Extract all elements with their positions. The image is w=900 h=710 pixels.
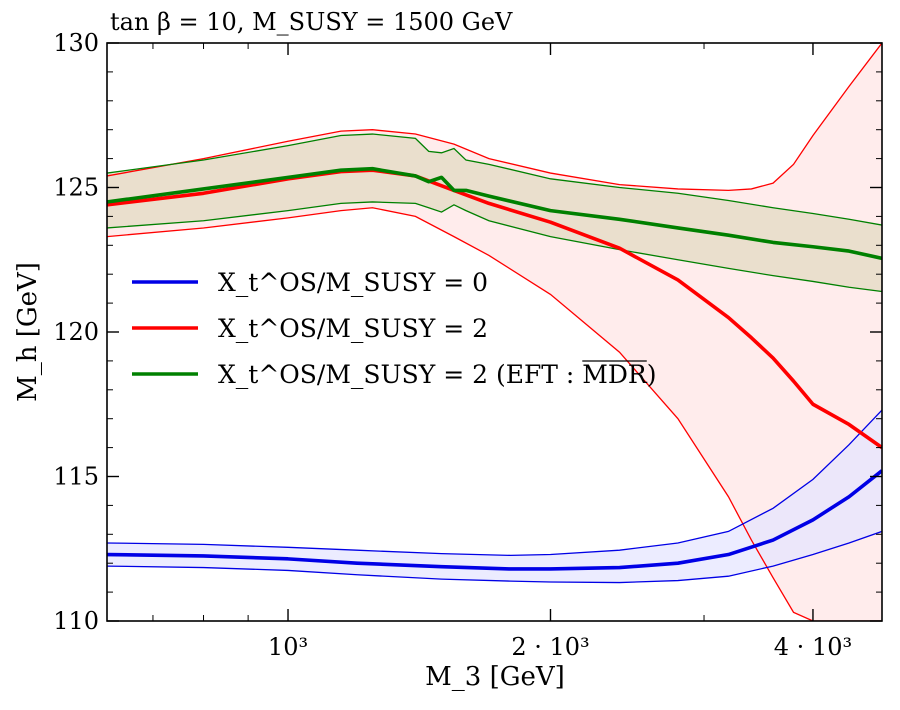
legend: X_t^OS/M_SUSY = 0 X_t^OS/M_SUSY = 2 X_t^OS…: [132, 268, 657, 389]
legend-label-2: X_t^OS/M_SUSY = 2 (EFT : MDR): [218, 360, 657, 389]
y-tick-label: 110: [53, 607, 99, 635]
axis-ticks: 110 115 120 125 130 10³ 2 · 10³ 4 · 10³: [53, 29, 882, 661]
band-lower-line-2: [107, 201, 882, 293]
chart-title: tan β = 10, M_SUSY = 1500 GeV: [110, 8, 513, 36]
band-upper-line-0: [107, 409, 882, 557]
band-series-0: [107, 410, 882, 583]
band-lower-line-1: [107, 207, 882, 621]
y-tick-label: 125: [53, 174, 99, 202]
x-tick-label: 4 · 10³: [774, 633, 852, 661]
x-axis-label: M_3 [GeV]: [425, 662, 565, 692]
legend-label-0: X_t^OS/M_SUSY = 0: [218, 268, 488, 297]
band-lower-line-0: [107, 530, 882, 584]
y-tick-label: 120: [53, 318, 99, 346]
plot-area: 110 115 120 125 130 10³ 2 · 10³ 4 · 10³: [53, 29, 883, 661]
legend-label-1: X_t^OS/M_SUSY = 2: [218, 314, 488, 343]
y-tick-label: 130: [53, 29, 99, 57]
band-upper-line-1: [107, 43, 882, 192]
central-line-2: [107, 166, 882, 261]
y-tick-label: 115: [53, 463, 99, 491]
band-edge-lines: [107, 43, 882, 621]
central-lines: [107, 166, 882, 571]
central-line-0: [107, 469, 882, 571]
band-series-2: [107, 134, 882, 292]
y-axis-label: M_h [GeV]: [13, 262, 43, 402]
uncertainty-bands: [107, 43, 882, 621]
x-tick-label: 2 · 10³: [511, 633, 589, 661]
x-tick-label: 10³: [268, 633, 308, 661]
band-upper-line-2: [107, 133, 882, 226]
